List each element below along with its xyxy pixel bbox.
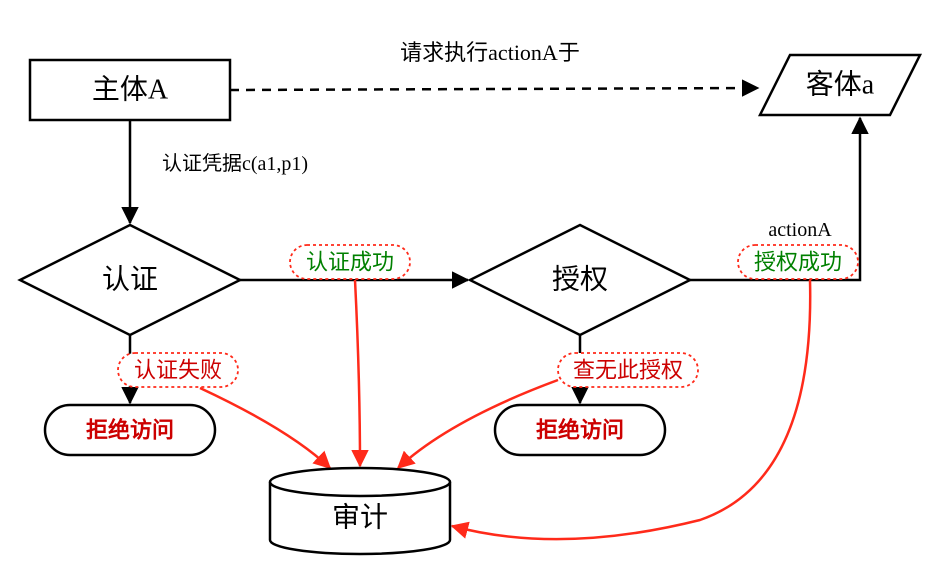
badge-authz-ok-label: 授权成功 bbox=[754, 250, 842, 275]
node-deny-1-label: 拒绝访问 bbox=[86, 418, 174, 443]
node-subject-label: 主体A bbox=[92, 74, 169, 106]
edge-credential-label: 认证凭据c(a1,p1) bbox=[162, 152, 308, 175]
node-deny-1: 拒绝访问 bbox=[45, 405, 215, 455]
badge-authz-ok: 授权成功 bbox=[738, 245, 858, 279]
node-object-label: 客体a bbox=[806, 69, 875, 101]
edge-authnfail-to-audit bbox=[200, 388, 330, 468]
node-deny-2: 拒绝访问 bbox=[495, 405, 665, 455]
flowchart-canvas: 请求执行actionA于 认证凭据c(a1,p1) actionA 主体A 客体… bbox=[0, 0, 946, 586]
node-audit: 审计 bbox=[270, 468, 450, 554]
node-object: 客体a bbox=[760, 55, 920, 115]
node-authz-label: 授权 bbox=[552, 264, 608, 296]
node-subject: 主体A bbox=[30, 60, 230, 120]
node-authz: 授权 bbox=[470, 225, 690, 335]
node-authn-label: 认证 bbox=[102, 264, 158, 296]
edge-actionA-label: actionA bbox=[768, 219, 832, 241]
edge-request bbox=[230, 88, 758, 90]
node-audit-label: 审计 bbox=[332, 502, 388, 534]
node-deny-2-label: 拒绝访问 bbox=[536, 418, 624, 443]
badge-authn-fail: 认证失败 bbox=[118, 353, 238, 387]
badge-authn-fail-label: 认证失败 bbox=[134, 358, 222, 383]
badge-authz-fail: 查无此授权 bbox=[558, 353, 698, 387]
badge-authn-ok: 认证成功 bbox=[290, 245, 410, 279]
node-authn: 认证 bbox=[20, 225, 240, 335]
badge-authn-ok-label: 认证成功 bbox=[306, 250, 394, 275]
edge-request-label: 请求执行actionA于 bbox=[400, 40, 580, 65]
edge-authnok-to-audit bbox=[355, 280, 360, 466]
badge-authz-fail-label: 查无此授权 bbox=[573, 358, 683, 383]
